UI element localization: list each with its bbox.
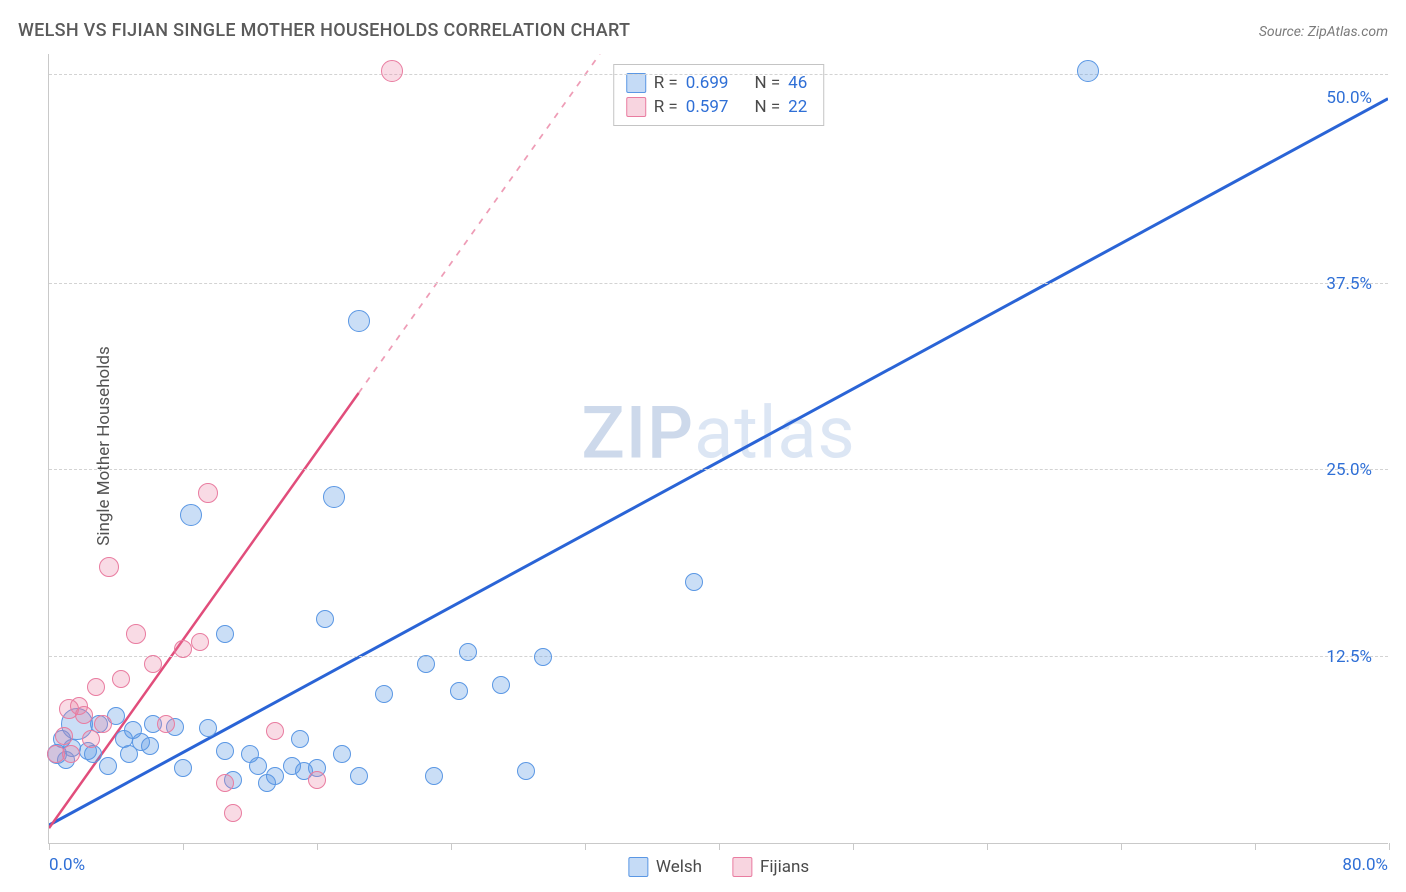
data-point (99, 757, 117, 775)
data-point (266, 767, 284, 785)
data-point (459, 643, 477, 661)
stat-key: N = (754, 97, 780, 117)
y-tick-label: 25.0% (1326, 460, 1372, 480)
stat-key: N = (754, 73, 780, 93)
chart-title: WELSH VS FIJIAN SINGLE MOTHER HOUSEHOLDS… (18, 20, 630, 41)
source-attribution: Source: ZipAtlas.com (1259, 24, 1388, 40)
data-point (75, 706, 93, 724)
data-point (174, 640, 192, 658)
trendline-dashed (359, 54, 600, 393)
gridline (49, 74, 1388, 75)
stat-key: R = (654, 73, 678, 93)
data-point (291, 730, 309, 748)
stat-value: 22 (788, 97, 807, 117)
swatch-icon (626, 97, 646, 117)
swatch-icon (732, 857, 752, 877)
x-range-label: 80.0% (1342, 855, 1388, 875)
legend-item-fijians: Fijians (732, 857, 809, 877)
data-point (174, 759, 192, 777)
data-point (534, 648, 552, 666)
x-tick (1389, 843, 1390, 850)
legend-label: Fijians (760, 857, 809, 877)
data-point (323, 486, 345, 508)
data-point (141, 737, 159, 755)
swatch-icon (626, 73, 646, 93)
data-point (120, 745, 138, 763)
data-point (517, 762, 535, 780)
data-point (216, 625, 234, 643)
correlation-legend: R = 0.699 N = 46 R = 0.597 N = 22 (613, 64, 825, 126)
scatter-plot: ZIPatlas R = 0.699 N = 46 R = 0.597 N = … (48, 54, 1388, 844)
data-point (126, 624, 146, 644)
x-tick (317, 843, 318, 850)
stat-key: R = (654, 97, 678, 117)
stat-value: 46 (788, 73, 807, 93)
data-point (99, 557, 119, 577)
stat-value: 0.699 (686, 73, 729, 93)
y-tick-label: 50.0% (1326, 88, 1372, 108)
data-point (94, 715, 112, 733)
x-tick (451, 843, 452, 850)
source-name: ZipAtlas.com (1308, 24, 1388, 40)
data-point (216, 742, 234, 760)
data-point (266, 722, 284, 740)
x-tick (719, 843, 720, 850)
data-point (112, 670, 130, 688)
data-point (417, 655, 435, 673)
data-point (249, 757, 267, 775)
data-point (348, 310, 370, 332)
data-point (216, 774, 234, 792)
x-tick (987, 843, 988, 850)
data-point (198, 483, 218, 503)
x-range-label: 0.0% (49, 855, 85, 875)
series-legend: Welsh Fijians (628, 857, 809, 877)
x-tick (853, 843, 854, 850)
data-point (157, 715, 175, 733)
data-point (55, 727, 73, 745)
data-point (199, 719, 217, 737)
y-tick-label: 37.5% (1326, 274, 1372, 294)
x-tick (1255, 843, 1256, 850)
data-point (144, 655, 162, 673)
trendline (49, 99, 1388, 825)
data-point (82, 730, 100, 748)
data-point (450, 682, 468, 700)
legend-item-welsh: Welsh (628, 857, 702, 877)
trendlines-layer (49, 54, 1388, 843)
title-bar: WELSH VS FIJIAN SINGLE MOTHER HOUSEHOLDS… (18, 20, 1388, 41)
data-point (62, 745, 80, 763)
y-tick-label: 12.5% (1326, 647, 1372, 667)
x-tick (183, 843, 184, 850)
data-point (308, 771, 326, 789)
source-prefix: Source: (1259, 24, 1308, 40)
swatch-icon (628, 857, 648, 877)
data-point (685, 573, 703, 591)
gridline (49, 656, 1388, 657)
data-point (381, 60, 403, 82)
x-tick (49, 843, 50, 850)
stat-value: 0.597 (686, 97, 729, 117)
legend-label: Welsh (656, 857, 702, 877)
watermark: ZIPatlas (581, 390, 855, 475)
watermark-rest: atlas (694, 390, 856, 475)
data-point (425, 767, 443, 785)
data-point (224, 804, 242, 822)
data-point (87, 678, 105, 696)
data-point (350, 767, 368, 785)
data-point (375, 685, 393, 703)
data-point (180, 504, 202, 526)
x-tick (585, 843, 586, 850)
data-point (333, 745, 351, 763)
gridline (49, 283, 1388, 284)
data-point (492, 676, 510, 694)
data-point (1077, 60, 1099, 82)
watermark-bold: ZIP (581, 390, 694, 475)
data-point (316, 610, 334, 628)
x-tick (1121, 843, 1122, 850)
legend-row-fijians: R = 0.597 N = 22 (626, 95, 808, 119)
data-point (191, 633, 209, 651)
gridline (49, 469, 1388, 470)
